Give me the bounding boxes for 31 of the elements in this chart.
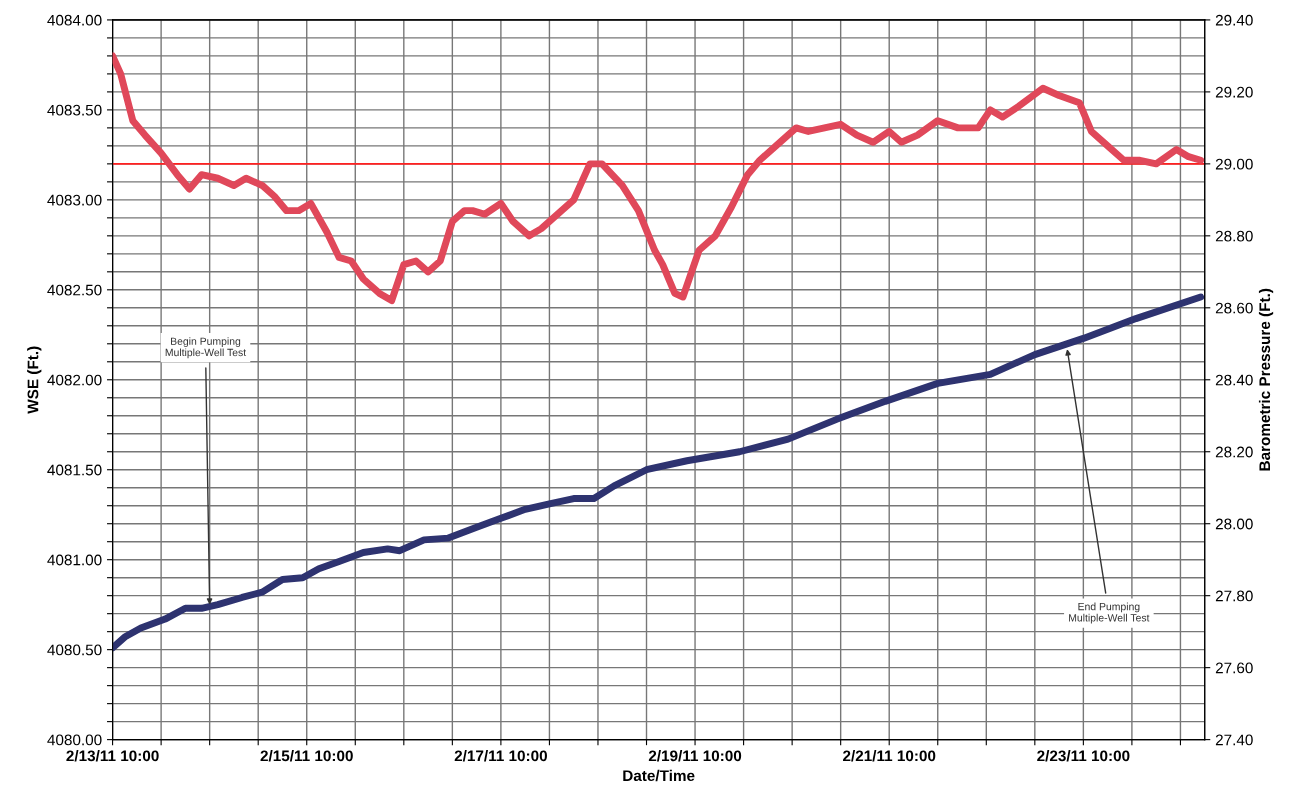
y2-tick-label: 28.60 bbox=[1215, 302, 1253, 314]
y-tick-label: 4083.00 bbox=[47, 194, 102, 206]
x-tick-label: 2/13/11 10:00 bbox=[66, 750, 159, 762]
y2-tick-label: 28.80 bbox=[1215, 230, 1253, 242]
y2-tick-label: 28.20 bbox=[1215, 446, 1253, 458]
y-tick-label: 4081.00 bbox=[47, 554, 102, 566]
y2-tick-label: 28.00 bbox=[1215, 518, 1253, 530]
y2-tick-label: 29.00 bbox=[1215, 158, 1253, 170]
x-tick-label: 2/19/11 10:00 bbox=[648, 750, 742, 762]
y-tick-label: 4082.50 bbox=[47, 284, 102, 296]
x-tick-label: 2/17/11 10:00 bbox=[454, 750, 547, 762]
y-axis-title: WSE (Ft.) bbox=[27, 346, 42, 414]
y2-tick-label: 27.60 bbox=[1215, 662, 1253, 674]
y2-tick-label: 27.40 bbox=[1215, 734, 1253, 746]
y-tick-label: 4080.50 bbox=[47, 644, 102, 656]
annotation: End Pumping Multiple-Well Test bbox=[1069, 602, 1150, 624]
y-tick-label: 4083.50 bbox=[47, 104, 102, 116]
y-tick-label: 4084.00 bbox=[47, 14, 102, 26]
x-tick-label: 2/15/11 10:00 bbox=[260, 750, 353, 762]
y-tick-label: 4082.00 bbox=[47, 374, 102, 386]
x-tick-label: 2/21/11 10:00 bbox=[843, 750, 936, 762]
annotation: Begin Pumping Multiple-Well Test bbox=[165, 337, 247, 359]
x-tick-label: 2/23/11 10:00 bbox=[1037, 750, 1130, 762]
y-tick-label: 4080.00 bbox=[47, 734, 102, 746]
y2-tick-label: 29.40 bbox=[1215, 14, 1253, 26]
y2-tick-label: 27.80 bbox=[1215, 590, 1253, 602]
y2-axis-title: Barometric Pressure (Ft.) bbox=[1258, 288, 1274, 471]
y2-tick-label: 28.40 bbox=[1215, 374, 1253, 386]
y-tick-label: 4081.50 bbox=[47, 464, 102, 476]
x-axis-title: Date/Time bbox=[623, 769, 695, 782]
y2-tick-label: 29.20 bbox=[1215, 86, 1253, 98]
